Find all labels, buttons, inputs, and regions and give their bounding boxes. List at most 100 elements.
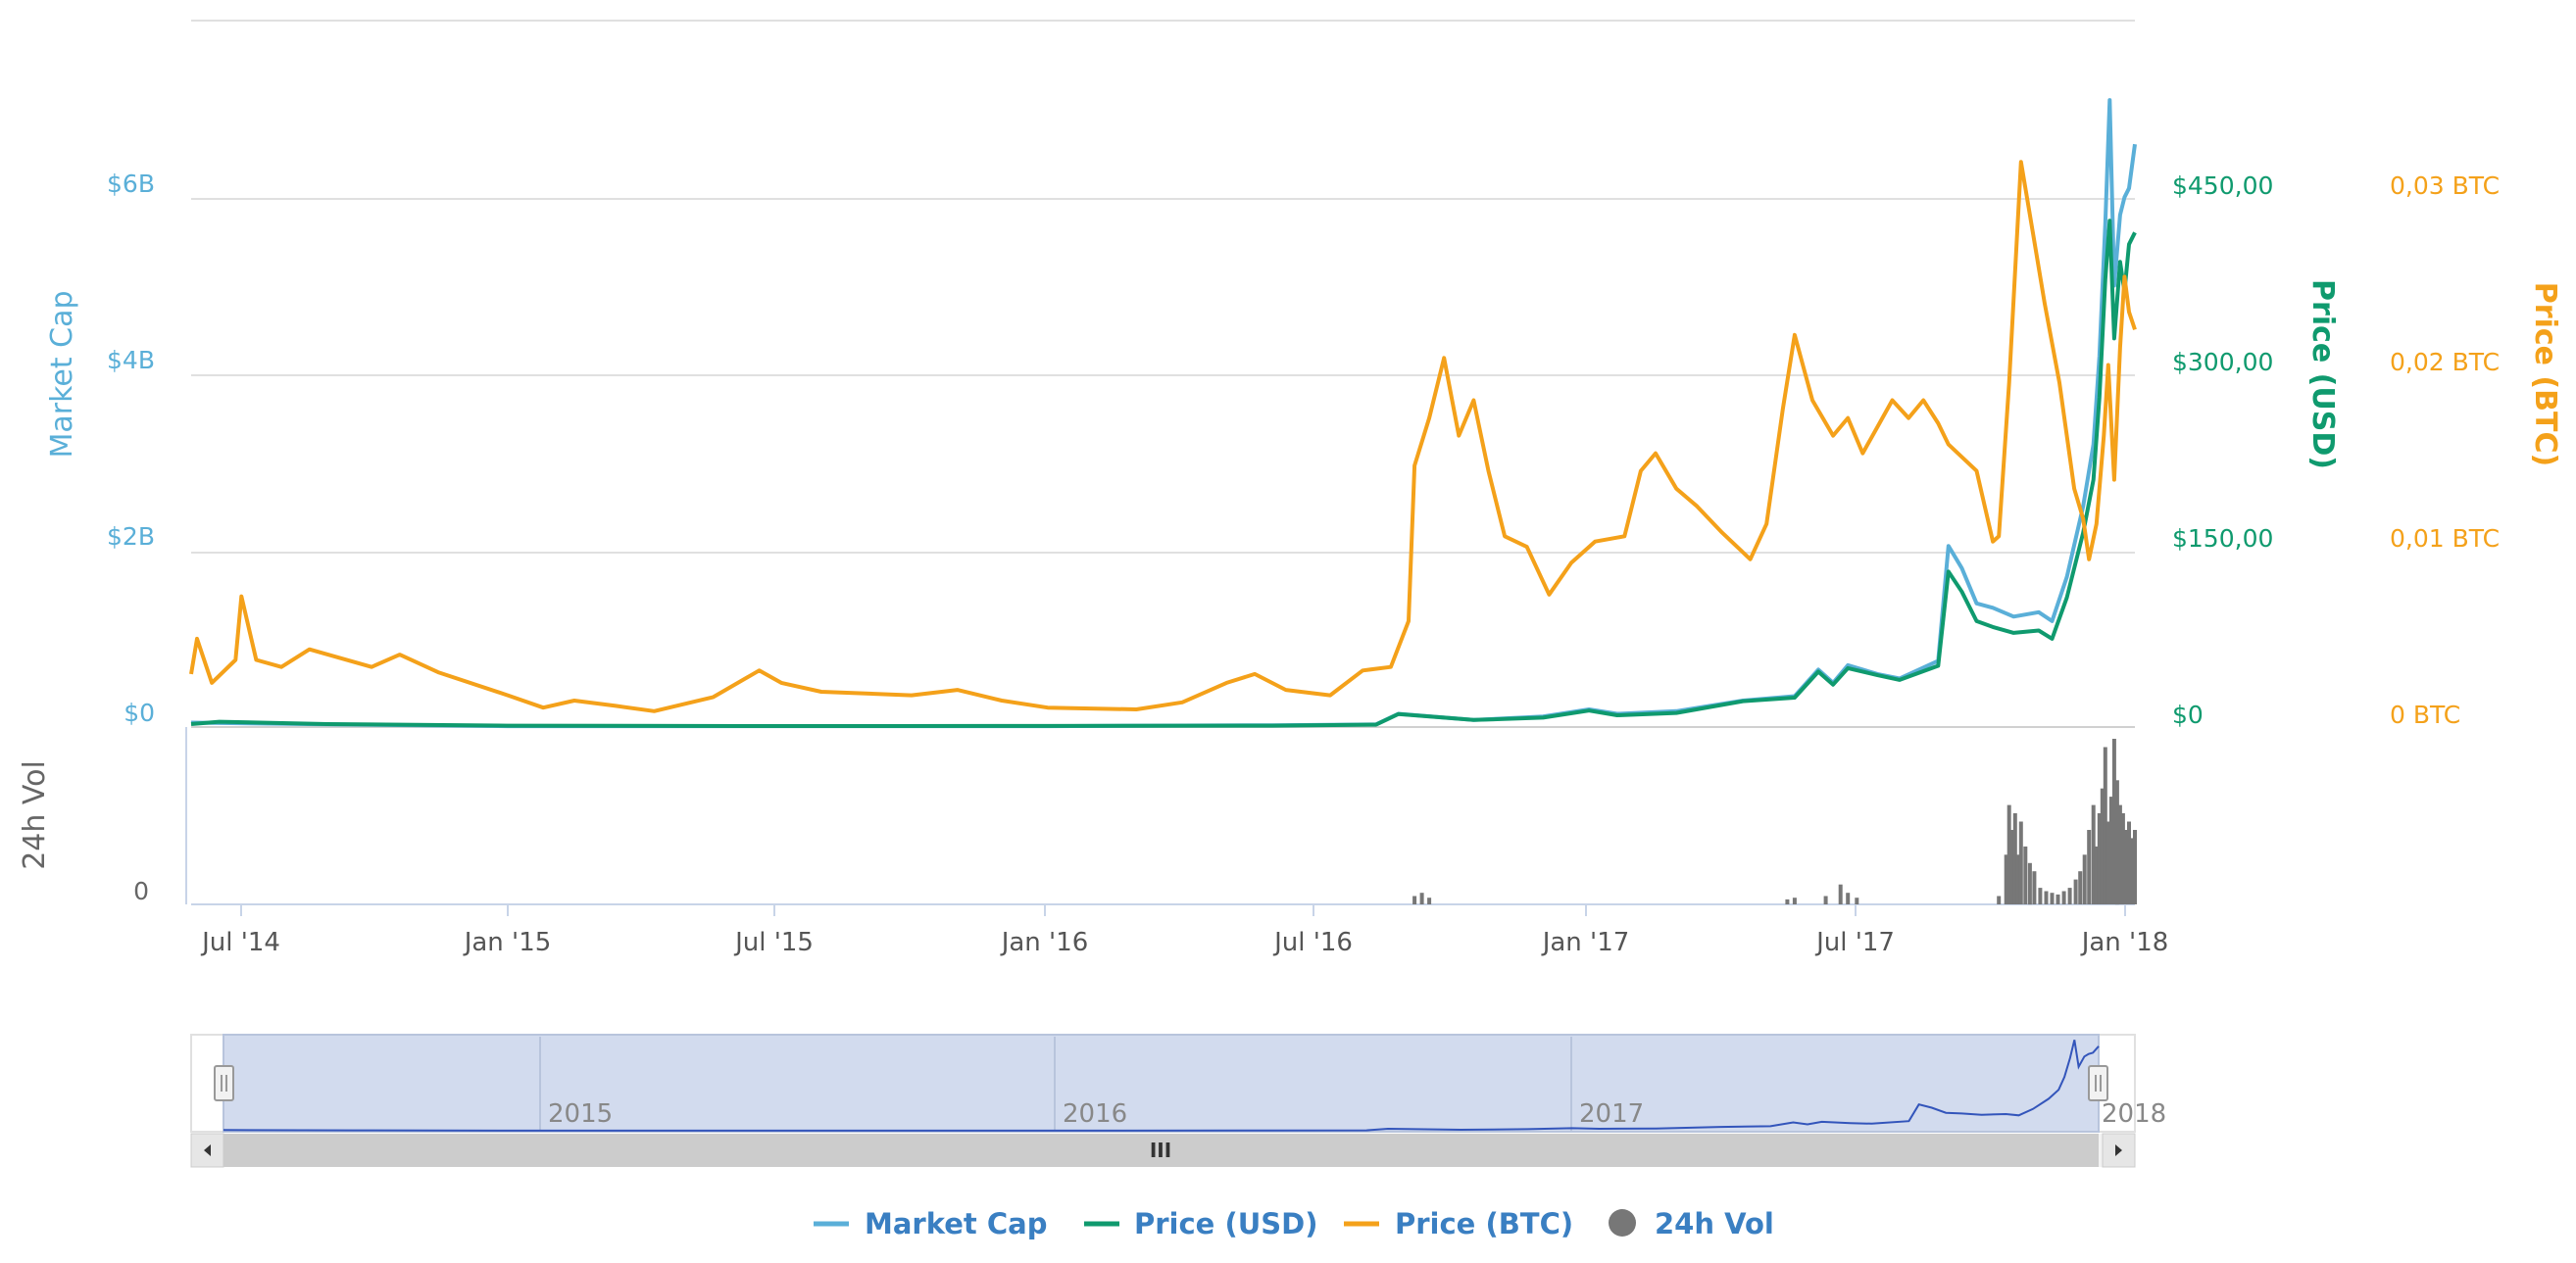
x-tick-label: Jul '15 [733,928,814,957]
navigator-year-label: 2016 [1063,1099,1127,1129]
volume-bar [1997,896,2002,904]
x-tick-label: Jan '17 [1541,928,1630,957]
volume-bar [2027,862,2032,905]
volume-bar [2120,813,2125,904]
market-cap-axis-title: Market Cap [45,290,79,458]
volume-tick-label: 0 [133,877,149,905]
scrollbar-grip: III [1150,1139,1171,1162]
volume-bar [2123,830,2128,904]
volume-bar [2012,813,2017,904]
scrollbar-thumb[interactable] [223,1134,2099,1167]
navigator-year-label: 2017 [1579,1099,1644,1129]
legend-label: Market Cap [865,1207,1047,1240]
price-usd-tick-label: $300,00 [2172,348,2273,376]
volume-bar [2073,879,2078,904]
series-lines [189,98,2137,729]
scroll-left-arrow-icon [204,1144,211,1156]
navigator-selected-range[interactable] [223,1034,2100,1133]
volume-bar [2082,854,2087,904]
legend-item-price-btc[interactable]: Price (BTC) [1344,1207,1573,1240]
market-cap-tick-label: $2B [107,522,155,551]
price-usd-tick-label: $150,00 [2172,524,2273,553]
price-usd-tick-label: $450,00 [2172,171,2273,200]
volume-bars [1412,739,2137,905]
volume-bar [2067,888,2072,904]
volume-bar [1785,899,1790,904]
x-tick-label: Jul '16 [1272,928,1353,957]
volume-bar [2018,821,2023,904]
price-usd-axis-title: Price (USD) [2305,279,2340,469]
navigator-year-label: 2015 [548,1099,613,1129]
price-btc-tick-label: 0,03 BTC [2390,171,2500,200]
price-usd-tick-label: $0 [2172,701,2204,729]
volume-bar [2130,838,2134,904]
navigator-mini-line [223,1040,2100,1132]
series-line-price-btc [189,160,2137,713]
volume-bar [2091,804,2096,904]
price-btc-tick-label: 0,01 BTC [2390,524,2500,553]
x-tick-label: Jul '14 [200,928,280,957]
volume-bar [1855,898,1859,904]
volume-bar [2111,739,2116,904]
volume-bar [2044,891,2049,904]
price-btc-axis-title: Price (BTC) [2528,282,2562,466]
price-btc-axis: 0 BTC 0,01 BTC 0,02 BTC 0,03 BTC Price (… [2390,171,2562,729]
volume-bar [2133,830,2137,904]
market-cap-tick-label: $0 [124,699,155,727]
volume-bar [2009,830,2014,904]
volume-bar [1792,898,1797,904]
legend-item-price-usd[interactable]: Price (USD) [1084,1207,1317,1240]
x-tick-label: Jan '16 [1000,928,1089,957]
x-axis: Jul '14 Jan '15 Jul '15 Jan '16 Jul '16 … [200,904,2168,957]
volume-bar [2038,888,2043,904]
legend: Market Cap Price (USD) Price (BTC) 24h V… [814,1207,1774,1240]
volume-bar [2108,797,2113,904]
legend-item-market-cap[interactable]: Market Cap [814,1207,1047,1240]
volume-bar [1419,893,1424,904]
volume-axis: 0 24h Vol [18,760,149,905]
volume-bar [2100,788,2105,904]
x-tick-label: Jan '18 [2080,928,2169,957]
navigator-left-handle[interactable] [214,1065,234,1101]
volume-bar [2023,846,2028,904]
volume-bar [2087,830,2092,904]
grid-lines [185,20,2135,905]
volume-bar [2127,821,2131,904]
market-cap-axis: $0 $2B $4B $6B Market Cap [45,170,155,727]
legend-item-24h-vol[interactable]: 24h Vol [1609,1207,1774,1240]
volume-bar [2105,821,2110,904]
volume-bar [2004,854,2008,904]
x-tick-label: Jul '17 [1814,928,1895,957]
scrollbar[interactable]: III [190,1133,2136,1168]
x-tick-label: Jan '15 [463,928,552,957]
series-line-price-usd [190,219,2137,728]
navigator-right-handle[interactable] [2088,1065,2108,1101]
volume-bar [1823,896,1828,904]
legend-circle-icon [1609,1209,1636,1237]
volume-bar [1846,893,1851,904]
volume-bar [2061,891,2066,904]
price-usd-axis: $0 $150,00 $300,00 $450,00 Price (USD) [2172,171,2340,729]
navigator[interactable]: 2015 2016 2017 2018 [190,1034,2166,1133]
series-line-market-cap [190,98,2137,729]
legend-label: 24h Vol [1655,1207,1774,1240]
volume-bar [2015,854,2020,904]
volume-bar [2094,846,2099,904]
legend-label: Price (BTC) [1395,1207,1573,1240]
price-btc-tick-label: 0,02 BTC [2390,348,2500,376]
volume-bar [2117,804,2122,904]
volume-bar [2114,780,2119,905]
volume-bar [1412,896,1417,904]
price-btc-tick-label: 0 BTC [2390,701,2460,729]
scroll-right-arrow-icon [2115,1144,2122,1156]
volume-axis-title: 24h Vol [18,760,52,870]
market-cap-tick-label: $4B [107,346,155,374]
volume-bar [2097,813,2102,904]
navigator-year-label: 2018 [2102,1099,2166,1129]
volume-bar [2006,804,2011,904]
volume-bar [2050,893,2055,904]
volume-bar [2056,894,2060,904]
legend-label: Price (USD) [1134,1207,1317,1240]
